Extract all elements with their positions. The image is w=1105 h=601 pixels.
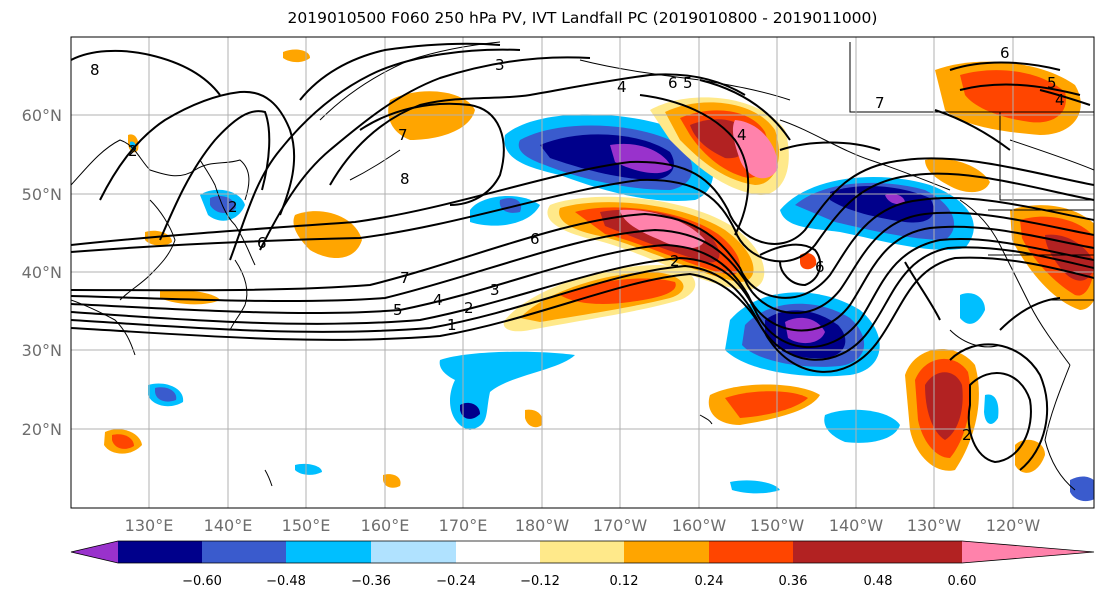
map-area: 8 3 4 6 7 5 4 7 6 2 2 8 6 6 7 5 4 2 3 1 … bbox=[71, 37, 1094, 508]
lon-label: 170°W bbox=[593, 516, 648, 535]
lon-label: 130°W bbox=[907, 516, 962, 535]
colorbar-swatch bbox=[286, 541, 371, 563]
latitude-labels: 60°N 50°N 40°N 30°N 20°N bbox=[22, 106, 62, 439]
colorbar-tick-label: −0.12 bbox=[520, 574, 560, 589]
contour-label: 2 bbox=[670, 252, 680, 270]
contour-label: 6 bbox=[530, 230, 540, 248]
contour-label: 3 bbox=[495, 56, 505, 74]
colorbar: −0.60 −0.48 −0.36 −0.24 −0.12 0.12 0.24 … bbox=[70, 540, 1095, 589]
colorbar-tick-label: −0.24 bbox=[436, 574, 476, 589]
colorbar-swatch bbox=[371, 541, 456, 563]
pv-anomaly-shading bbox=[104, 49, 1094, 502]
lon-label: 130°E bbox=[125, 516, 174, 535]
lon-label: 160°E bbox=[361, 516, 410, 535]
contour-label: 6 bbox=[1000, 44, 1010, 62]
colorbar-tick-label: 0.60 bbox=[948, 574, 977, 589]
contour-label: 1 bbox=[447, 316, 457, 334]
colorbar-swatch bbox=[540, 541, 624, 563]
contour-label: 5 bbox=[1047, 74, 1057, 92]
contour-label: 2 bbox=[464, 299, 474, 317]
lon-label: 140°E bbox=[204, 516, 253, 535]
colorbar-tick-label: 0.24 bbox=[695, 574, 724, 589]
lon-label: 170°E bbox=[439, 516, 488, 535]
colorbar-swatch bbox=[118, 541, 202, 563]
lon-label: 180°W bbox=[515, 516, 570, 535]
contour-label: 6 bbox=[668, 74, 678, 92]
lat-label: 50°N bbox=[22, 185, 62, 204]
colorbar-tick-label: −0.48 bbox=[266, 574, 306, 589]
contour-label: 7 bbox=[398, 126, 408, 144]
contour-label: 6 bbox=[815, 258, 825, 276]
colorbar-swatch bbox=[456, 541, 540, 563]
lon-label: 140°W bbox=[829, 516, 884, 535]
contour-label: 7 bbox=[400, 269, 410, 287]
contour-label: 5 bbox=[683, 74, 693, 92]
lat-label: 60°N bbox=[22, 106, 62, 125]
colorbar-swatch bbox=[202, 541, 286, 563]
colorbar-swatch bbox=[709, 541, 793, 563]
contour-label: 8 bbox=[90, 61, 100, 79]
colorbar-swatch bbox=[624, 541, 709, 563]
contour-labels: 8 3 4 6 7 5 4 7 6 2 2 8 6 6 7 5 4 2 3 1 … bbox=[90, 44, 1065, 444]
colorbar-tick-label: −0.60 bbox=[182, 574, 222, 589]
longitude-labels: 130°E 140°E 150°E 160°E 170°E 180°W 170°… bbox=[125, 516, 1041, 535]
contour-label: 2 bbox=[962, 426, 972, 444]
contour-label: 4 bbox=[433, 291, 443, 309]
contour-label: 5 bbox=[393, 301, 403, 319]
colorbar-swatch bbox=[793, 541, 878, 563]
lat-label: 40°N bbox=[22, 263, 62, 282]
colorbar-tick-label: 0.12 bbox=[610, 574, 639, 589]
lon-label: 150°E bbox=[282, 516, 331, 535]
colorbar-swatch bbox=[878, 541, 962, 563]
contour-label: 2 bbox=[228, 198, 238, 216]
colorbar-tick-label: 0.48 bbox=[864, 574, 893, 589]
colorbar-tick-label: −0.36 bbox=[351, 574, 391, 589]
colorbar-extend-right bbox=[962, 541, 1094, 563]
contour-label: 7 bbox=[875, 94, 885, 112]
map-frame bbox=[70, 36, 1095, 509]
coastlines bbox=[71, 41, 1094, 491]
lon-label: 150°W bbox=[750, 516, 805, 535]
contour-label: 4 bbox=[617, 78, 627, 96]
lon-label: 120°W bbox=[986, 516, 1041, 535]
pv-contours bbox=[71, 42, 1094, 471]
contour-label: 8 bbox=[400, 170, 410, 188]
contour-label: 3 bbox=[490, 281, 500, 299]
contour-label: 4 bbox=[1055, 91, 1065, 109]
contour-label: 4 bbox=[737, 126, 747, 144]
chart-title: 2019010500 F060 250 hPa PV, IVT Landfall… bbox=[287, 9, 878, 27]
lat-label: 20°N bbox=[22, 420, 62, 439]
contour-label: 6 bbox=[257, 234, 267, 252]
lon-label: 160°W bbox=[672, 516, 727, 535]
colorbar-extend-left bbox=[71, 541, 118, 563]
lat-label: 30°N bbox=[22, 341, 62, 360]
colorbar-tick-label: 0.36 bbox=[779, 574, 808, 589]
contour-label: 2 bbox=[128, 142, 138, 160]
